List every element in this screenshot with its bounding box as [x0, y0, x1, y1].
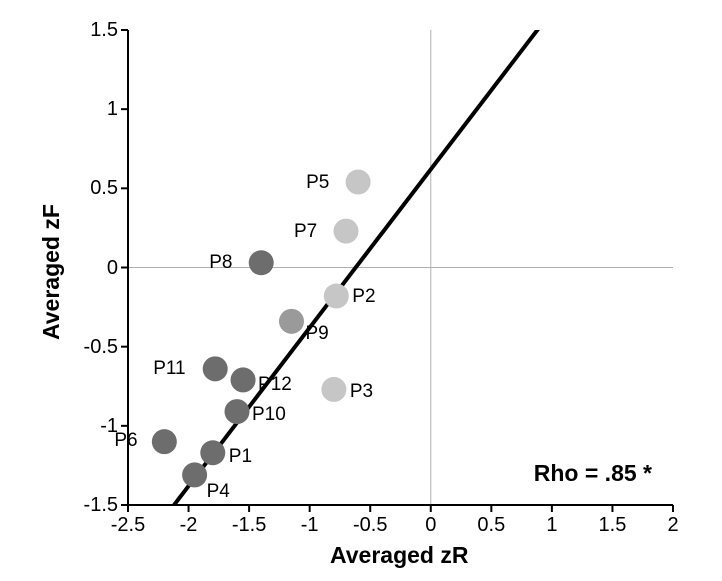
data-point [231, 367, 256, 392]
point-label: P5 [306, 172, 329, 194]
x-tick-label: -1 [285, 514, 335, 537]
point-label: P1 [229, 446, 252, 468]
x-tick-label: -2 [164, 514, 214, 537]
y-tick-label: -1 [68, 415, 118, 438]
data-point [334, 219, 359, 244]
point-label: P9 [306, 323, 329, 345]
point-label: P11 [153, 358, 185, 380]
data-point [203, 356, 228, 381]
data-point [200, 440, 225, 465]
data-point [152, 429, 177, 454]
y-tick-label: -0.5 [68, 336, 118, 359]
data-point [225, 399, 250, 424]
x-tick-label: -0.5 [345, 514, 395, 537]
y-tick-label: 1 [68, 98, 118, 121]
x-tick-label: 1 [527, 514, 577, 537]
point-label: P8 [209, 252, 232, 274]
y-tick-label: 0 [68, 257, 118, 280]
y-tick-label: 0.5 [68, 177, 118, 200]
data-point [324, 284, 349, 309]
point-label: P7 [294, 221, 317, 243]
y-tick-label: -1.5 [68, 494, 118, 517]
point-label: P2 [352, 286, 375, 308]
point-label: P4 [207, 481, 230, 503]
point-label: P10 [252, 404, 286, 426]
data-point [346, 170, 371, 195]
y-tick-label: 1.5 [68, 19, 118, 42]
data-point [279, 309, 304, 334]
x-tick-label: -1.5 [224, 514, 274, 537]
x-tick-label: -2.5 [103, 514, 153, 537]
x-tick-label: 0.5 [466, 514, 516, 537]
x-tick-label: 0 [406, 514, 456, 537]
data-point [321, 377, 346, 402]
point-label: P12 [258, 374, 292, 396]
point-label: P3 [350, 381, 373, 403]
x-tick-label: 1.5 [587, 514, 637, 537]
x-tick-label: 2 [648, 514, 698, 537]
scatter-chart: Averaged zF Averaged zR Rho = .85 * P5P7… [0, 0, 722, 581]
data-point [249, 250, 274, 275]
data-point [182, 462, 207, 487]
